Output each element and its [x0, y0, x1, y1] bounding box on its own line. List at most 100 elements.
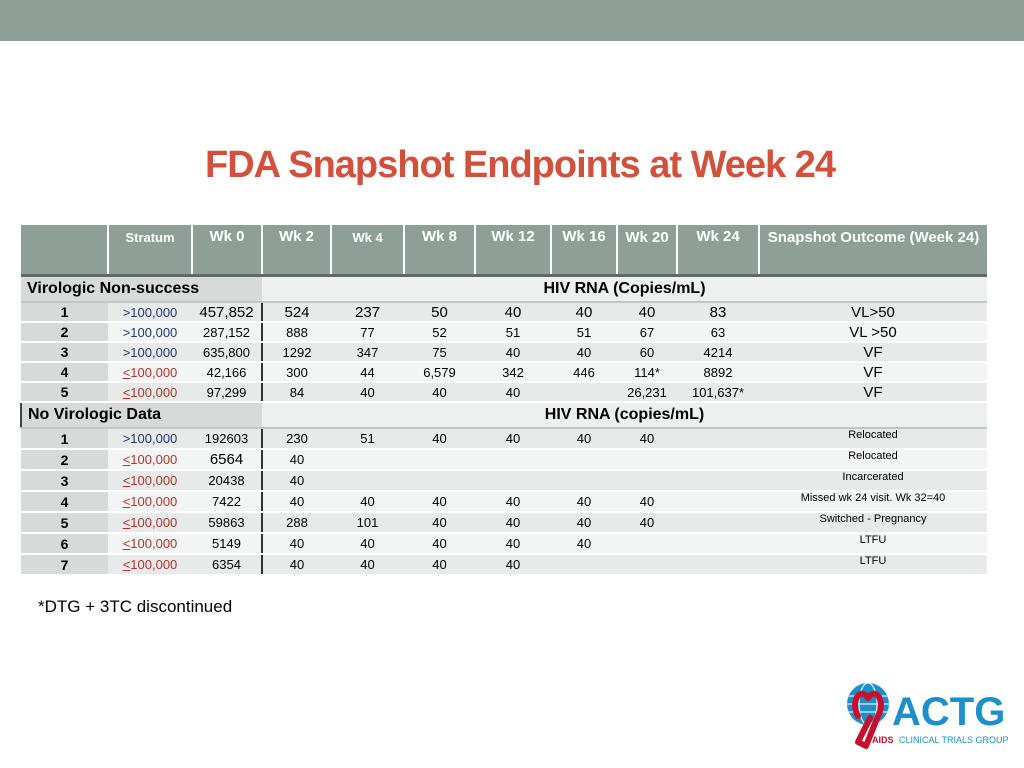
wk0-cell: 6564 [192, 449, 263, 471]
wk24-cell [677, 533, 759, 555]
logo-text: ACTG [892, 690, 1005, 734]
wk24-cell: 63 [677, 322, 759, 343]
outcome-cell: VL >50 [759, 322, 987, 343]
wk4-cell: 40 [331, 491, 404, 513]
stratum-cell: <100,000 [108, 533, 192, 555]
table-row: 7 <100,000 6354 40 40 40 40 LTFU [21, 554, 987, 576]
table-row: 1 >100,000 457,852 524 237 50 40 40 40 83 VL>50 [21, 302, 987, 323]
wk8-cell: 40 [404, 382, 475, 403]
wk20-cell: 114* [617, 362, 677, 383]
header-wk4: Wk 4 [331, 225, 405, 276]
table-row: 4 <100,000 42,166 300 44 6,579 342 446 114* 8892 V… [21, 362, 987, 383]
header-wk8: Wk 8 [404, 225, 476, 276]
wk12-cell: 40 [475, 533, 551, 555]
stratum-cell: >100,000 [108, 428, 192, 450]
wk20-cell [617, 533, 677, 555]
stratum-symbol: < [122, 364, 131, 380]
wk8-cell [404, 449, 475, 471]
wk0-cell: 20438 [192, 470, 263, 492]
outcome-cell: LTFU [759, 533, 987, 555]
stratum-cell: >100,000 [108, 322, 192, 343]
table-row: 5 <100,000 59863 288 101 40 40 40 40 Switched - P… [21, 512, 987, 534]
wk16-cell [551, 382, 617, 403]
stratum-value: 100,000 [130, 473, 178, 488]
wk8-cell: 40 [404, 512, 475, 534]
wk20-cell: 40 [617, 512, 677, 534]
outcome-cell: VF [759, 342, 987, 363]
section-rna-label: HIV RNA (Copies/mL) [262, 274, 987, 303]
table-row: 4 <100,000 7422 40 40 40 40 40 40 Missed wk 24 vi… [21, 491, 987, 513]
snapshot-table: Stratum Wk 0 Wk 2 Wk 4 Wk 8 Wk 12 Wk 16 … [20, 225, 987, 576]
wk2-cell: 40 [262, 470, 331, 492]
wk20-cell: 40 [617, 302, 677, 323]
wk8-cell: 40 [404, 428, 475, 450]
stratum-symbol: > [122, 324, 131, 340]
stratum-value: 100,000 [130, 304, 178, 320]
outcome-cell: LTFU [759, 554, 987, 576]
stratum-cell: <100,000 [108, 362, 192, 383]
logo-tagline: CLINICAL TRIALS GROUP [899, 735, 1009, 745]
wk24-cell: 101,637* [677, 382, 759, 403]
wk16-cell: 40 [551, 512, 617, 534]
outcome-cell: VL>50 [759, 302, 987, 323]
wk16-cell: 40 [551, 302, 617, 323]
section-no-virologic-data: No Virologic Data HIV RNA (copies/mL) [20, 401, 987, 429]
wk0-cell: 97,299 [192, 382, 263, 403]
wk16-cell: 40 [551, 491, 617, 513]
wk12-cell [475, 470, 551, 492]
stratum-symbol: < [122, 452, 131, 467]
wk12-cell: 40 [475, 428, 551, 450]
stratum-cell: <100,000 [108, 449, 192, 471]
wk24-cell: 4214 [677, 342, 759, 363]
wk2-cell: 84 [262, 382, 331, 403]
row-id: 3 [21, 470, 108, 492]
wk4-cell: 44 [331, 362, 404, 383]
actg-logo: ACTG AIDS CLINICAL TRIALS GROUP [847, 682, 1009, 749]
wk16-cell [551, 470, 617, 492]
row-id: 5 [21, 512, 108, 534]
wk24-cell [677, 512, 759, 534]
header-id [21, 225, 109, 276]
wk8-cell: 40 [404, 491, 475, 513]
wk20-cell: 60 [617, 342, 677, 363]
wk4-cell: 40 [331, 554, 404, 576]
outcome-cell: Incarcerated [759, 470, 987, 492]
wk4-cell: 40 [331, 382, 404, 403]
wk12-cell: 40 [475, 382, 551, 403]
wk16-cell: 40 [551, 342, 617, 363]
wk12-cell: 40 [475, 302, 551, 323]
header-snapshot-outcome: Snapshot Outcome (Week 24) [759, 225, 987, 276]
wk2-cell: 40 [262, 449, 331, 471]
wk8-cell: 40 [404, 533, 475, 555]
header-row: Stratum Wk 0 Wk 2 Wk 4 Wk 8 Wk 12 Wk 16 … [21, 225, 987, 276]
row-id: 4 [21, 491, 108, 513]
wk0-cell: 192603 [192, 428, 263, 450]
stratum-symbol: > [122, 344, 131, 360]
stratum-value: 100,000 [130, 324, 178, 340]
wk12-cell: 40 [475, 512, 551, 534]
wk16-cell [551, 554, 617, 576]
wk0-cell: 42,166 [192, 362, 263, 383]
wk16-cell [551, 449, 617, 471]
wk20-cell [617, 449, 677, 471]
table-row: 1 >100,000 192603 230 51 40 40 40 40 Relocated [21, 428, 987, 450]
wk2-cell: 1292 [262, 342, 331, 363]
wk24-cell [677, 449, 759, 471]
wk2-cell: 288 [262, 512, 331, 534]
stratum-value: 100,000 [130, 384, 178, 400]
stratum-cell: <100,000 [108, 512, 192, 534]
stratum-cell: >100,000 [108, 302, 192, 323]
wk2-cell: 40 [262, 554, 331, 576]
stratum-value: 100,000 [130, 344, 178, 360]
wk0-cell: 287,152 [192, 322, 263, 343]
stratum-value: 100,000 [130, 494, 178, 509]
wk24-cell [677, 470, 759, 492]
wk2-cell: 230 [262, 428, 331, 450]
wk4-cell [331, 449, 404, 471]
stratum-cell: <100,000 [108, 491, 192, 513]
virologic-non-success-rows: 1 >100,000 457,852 524 237 50 40 40 40 83 VL>50 2 >1… [21, 302, 987, 403]
no-virologic-data-rows: 1 >100,000 192603 230 51 40 40 40 40 Relocated 2 <1… [21, 428, 987, 576]
wk2-cell: 40 [262, 533, 331, 555]
row-id: 7 [21, 554, 108, 576]
wk24-cell [677, 554, 759, 576]
